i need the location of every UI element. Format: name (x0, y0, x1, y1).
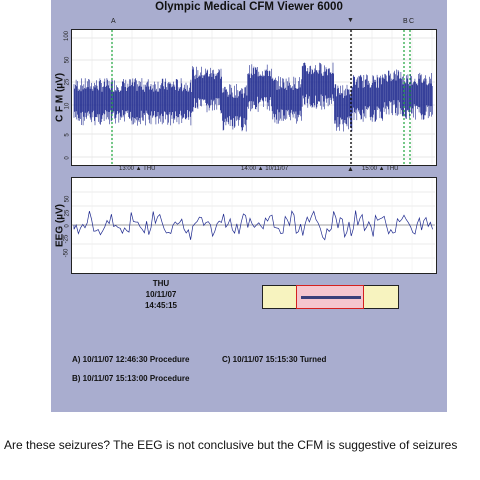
cfm-tick: 5 (64, 133, 71, 137)
cfm-y-axis-label: C F M (µV) (54, 72, 66, 123)
cursor-marker-bottom-icon: ▲ (347, 166, 354, 173)
event-marker-c: C (409, 18, 415, 25)
eeg-tick: 0 (64, 224, 71, 228)
slider-position-bar (301, 296, 361, 299)
eeg-trace-plot[interactable] (71, 177, 437, 274)
cfm-trace-graphic (72, 30, 435, 164)
eeg-tick: -25 (63, 234, 70, 244)
cfm-tick: 0 (64, 156, 71, 160)
eeg-trace-graphic (72, 178, 435, 272)
cursor-readout: THU 10/11/07 14:45:15 (131, 278, 191, 311)
time-label: 13:00 ▲ THU (119, 166, 156, 172)
eeg-tick: -50 (63, 248, 70, 258)
viewer-panel: Olympic Medical CFM Viewer 6000 A ▼ B C … (51, 0, 447, 412)
cursor-day: THU (152, 279, 170, 288)
time-label: 14:00 ▲ 10/11/07 (241, 166, 289, 172)
time-range-slider[interactable] (262, 285, 399, 309)
cursor-time: 14:45:15 (144, 301, 178, 310)
app-title: Olympic Medical CFM Viewer 6000 (155, 1, 343, 13)
cfm-tick: 10 (64, 102, 71, 110)
time-label: 15:00 ▲ THU (362, 166, 399, 172)
eeg-tick: 25 (64, 209, 71, 217)
cfm-tick: 100 (64, 30, 71, 42)
cfm-tick: 50 (64, 56, 71, 64)
event-entry-b: B) 10/11/07 15:13:00 Procedure (72, 374, 190, 383)
eeg-tick: 50 (64, 195, 71, 203)
cfm-trace-plot[interactable] (71, 29, 437, 166)
event-entry-c: C) 10/11/07 15:15:30 Turned (222, 355, 327, 364)
event-marker-a: A (111, 18, 116, 25)
cursor-marker-top-icon: ▼ (347, 17, 354, 24)
cfm-tick: 25 (64, 78, 71, 86)
event-marker-b: B (403, 18, 408, 25)
caption-text: Are these seizures? The EEG is not concl… (4, 438, 458, 452)
cursor-date: 10/11/07 (145, 290, 177, 299)
event-entry-a: A) 10/11/07 12:46:30 Procedure (72, 355, 190, 364)
